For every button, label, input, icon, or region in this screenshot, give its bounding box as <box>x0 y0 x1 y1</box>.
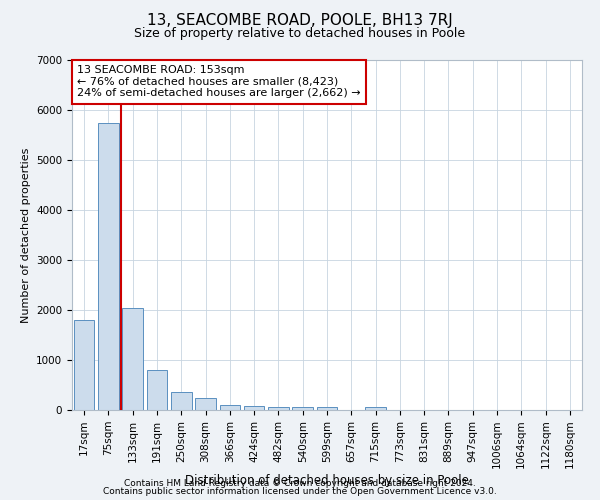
Bar <box>244 406 265 410</box>
Bar <box>365 407 386 410</box>
Bar <box>268 406 289 410</box>
Text: Contains HM Land Registry data © Crown copyright and database right 2024.: Contains HM Land Registry data © Crown c… <box>124 478 476 488</box>
Y-axis label: Number of detached properties: Number of detached properties <box>20 148 31 322</box>
Text: Contains public sector information licensed under the Open Government Licence v3: Contains public sector information licen… <box>103 487 497 496</box>
Text: 13, SEACOMBE ROAD, POOLE, BH13 7RJ: 13, SEACOMBE ROAD, POOLE, BH13 7RJ <box>147 12 453 28</box>
Bar <box>171 392 191 410</box>
Bar <box>220 405 240 410</box>
Bar <box>292 407 313 410</box>
Text: 13 SEACOMBE ROAD: 153sqm
← 76% of detached houses are smaller (8,423)
24% of sem: 13 SEACOMBE ROAD: 153sqm ← 76% of detach… <box>77 66 361 98</box>
X-axis label: Distribution of detached houses by size in Poole: Distribution of detached houses by size … <box>185 474 469 487</box>
Bar <box>317 406 337 410</box>
Bar <box>122 308 143 410</box>
Bar <box>195 398 216 410</box>
Bar <box>98 122 119 410</box>
Bar <box>74 320 94 410</box>
Text: Size of property relative to detached houses in Poole: Size of property relative to detached ho… <box>134 28 466 40</box>
Bar <box>146 370 167 410</box>
